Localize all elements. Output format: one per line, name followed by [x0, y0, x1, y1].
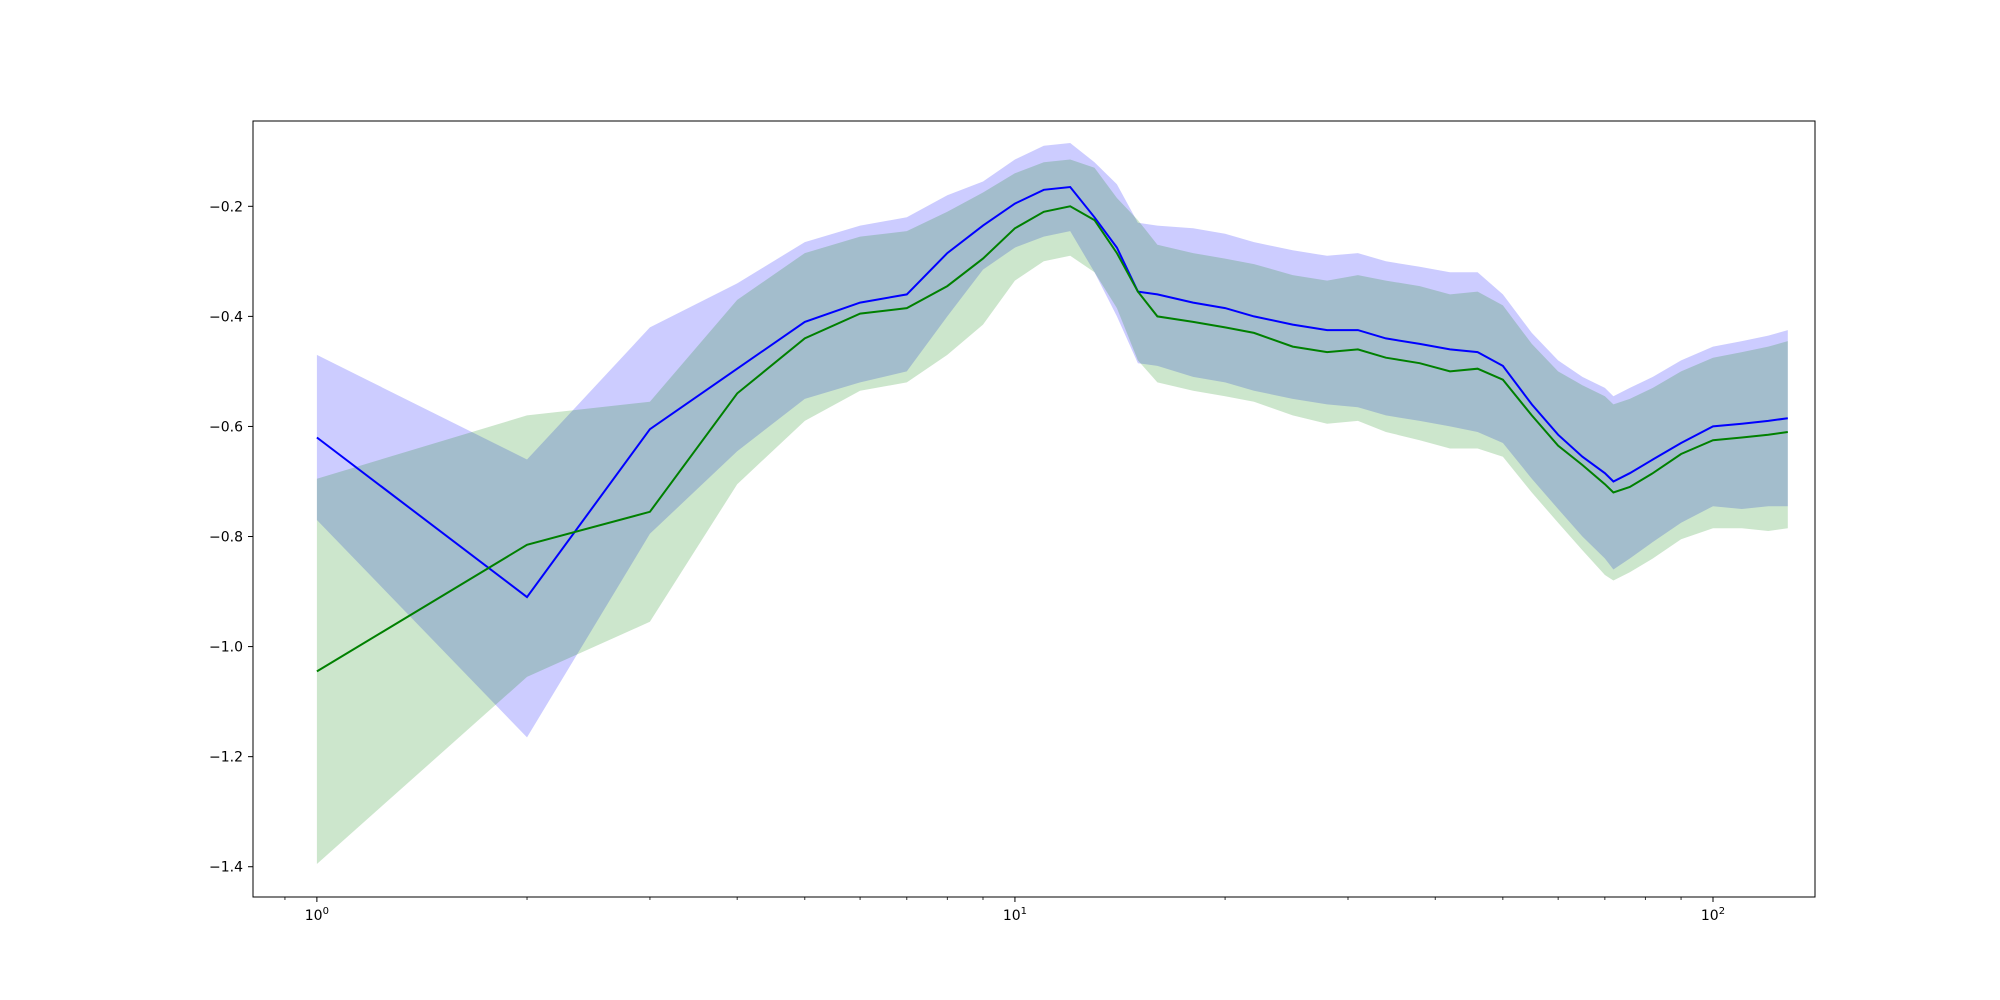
y-tick-label: −1.0: [209, 640, 243, 656]
series-2-band: [316, 159, 1788, 864]
confidence-bands: [316, 143, 1788, 864]
series-2-line: [316, 205, 1788, 673]
x-tick-label: 101: [1003, 906, 1027, 924]
x-tick-label: 100: [305, 906, 329, 924]
series-1-line: [316, 185, 1788, 599]
y-axis: −0.2 −0.4 −0.6 −0.8 −1.0 −1.2 −1.4: [209, 199, 253, 876]
y-tick-label: −0.6: [209, 419, 243, 435]
x-tick-label: 102: [1701, 906, 1725, 924]
plot-frame: [252, 120, 1816, 898]
series-1-band: [316, 143, 1788, 738]
x-axis: 100 101 102: [284, 897, 1725, 924]
y-tick-label: −0.8: [209, 530, 243, 546]
y-tick-label: −1.2: [209, 750, 243, 766]
y-tick-label: −1.4: [209, 860, 243, 876]
y-tick-label: −0.2: [209, 199, 243, 215]
series-lines: [316, 185, 1788, 673]
y-tick-label: −0.4: [209, 309, 243, 325]
